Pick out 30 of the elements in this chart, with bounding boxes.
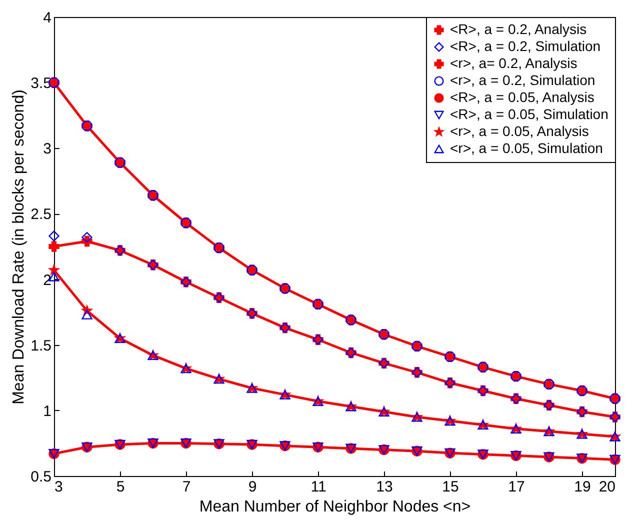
x-tick-label: 19 <box>574 478 591 496</box>
y-tick-label: 3 <box>43 140 52 158</box>
point <box>48 241 60 252</box>
legend-label: <r>, a= 0.2, Analysis <box>450 55 578 71</box>
y-tick-label: 2 <box>43 272 52 289</box>
x-tick-label: 9 <box>248 478 257 496</box>
legend-label: <R>, a = 0.2, Simulation <box>450 38 601 54</box>
x-tick-label: 15 <box>442 478 459 496</box>
x-tick-label: 13 <box>376 478 393 496</box>
point <box>48 264 60 275</box>
x-tick-label: 20 <box>598 478 616 496</box>
legend-label: <R>, a = 0.05, Analysis <box>450 89 594 105</box>
legend-label: <r>, a = 0.05, Simulation <box>450 140 603 156</box>
y-tick-label: 2.5 <box>30 206 52 224</box>
y-tick-label: 0.5 <box>30 468 52 486</box>
x-tick-label: 5 <box>116 478 125 496</box>
x-tick-label: 11 <box>310 478 326 496</box>
legend-label: <R>, a = 0.2, Analysis <box>450 21 587 37</box>
legend-label: <r>, a = 0.2, Simulation <box>450 72 596 88</box>
x-tick-label: 7 <box>182 478 191 496</box>
y-axis-title: Mean Download Rate (in blocks per second) <box>10 90 28 404</box>
y-tick-label: 1 <box>43 402 52 420</box>
point <box>82 310 92 320</box>
x-tick-label: 3 <box>54 478 63 496</box>
y-tick-label: 4 <box>43 10 52 26</box>
x-axis-title: Mean Number of Neighbor Nodes <n> <box>199 498 471 516</box>
x-tick-label: 17 <box>508 478 525 496</box>
legend-label: <R>, a = 0.05, Simulation <box>450 106 608 122</box>
y-tick-label: 1.5 <box>30 337 52 354</box>
legend-label: <r>, a = 0.05, Analysis <box>450 123 589 139</box>
